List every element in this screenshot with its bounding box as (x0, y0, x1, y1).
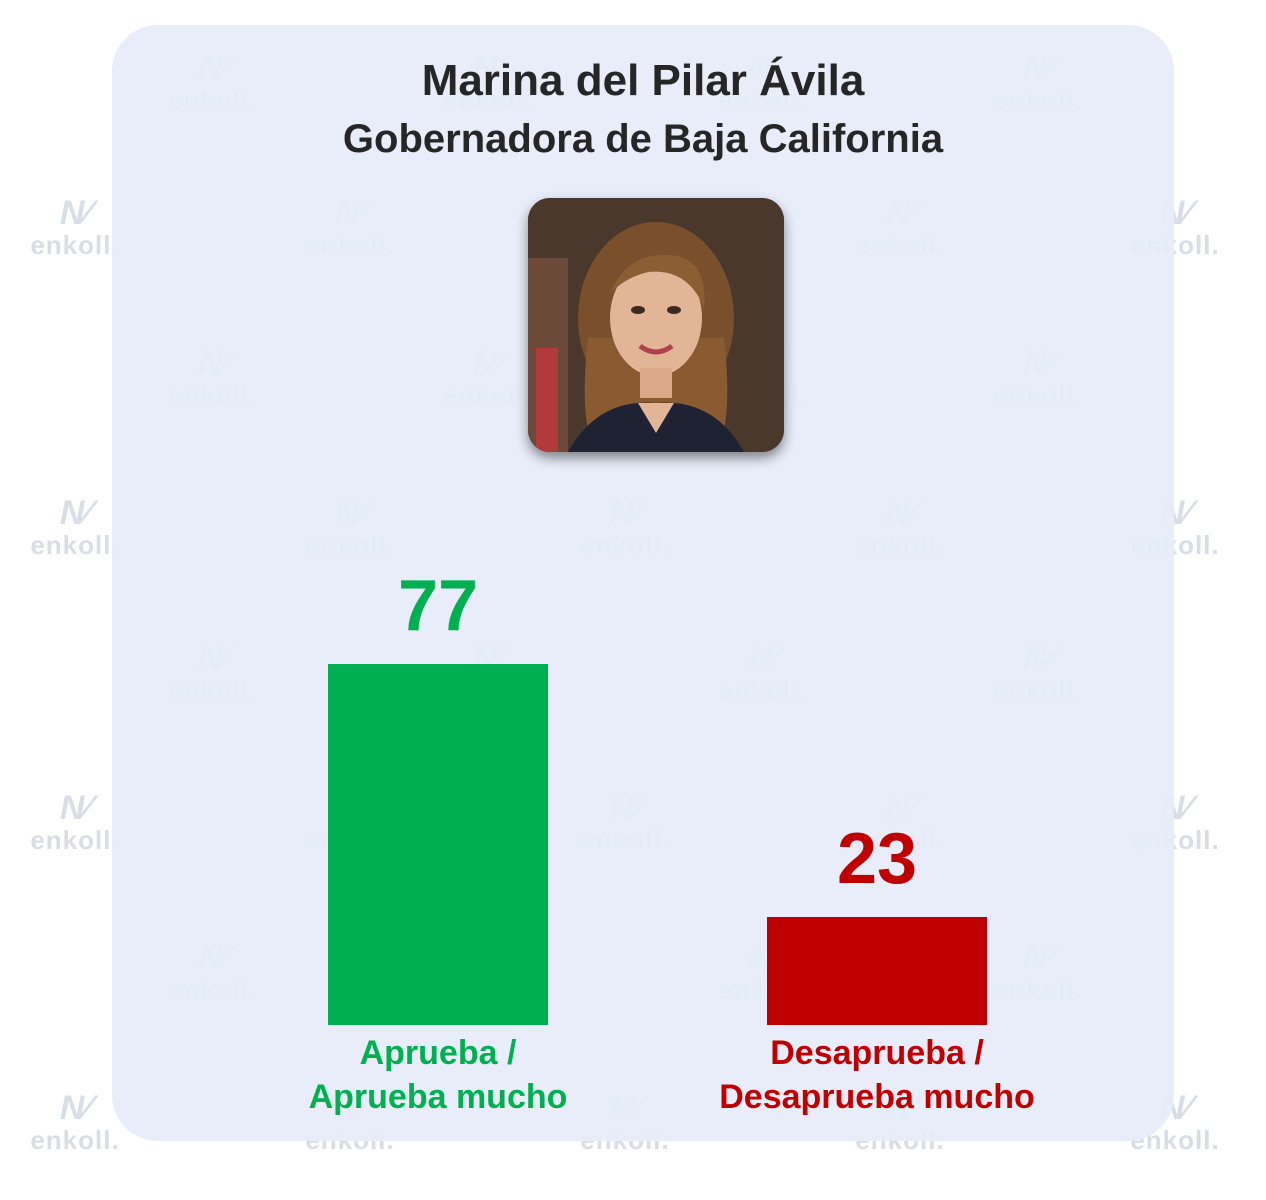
category-label: Aprueba / Aprueba mucho (238, 1031, 638, 1119)
category-label: Desaprueba / Desaprueba mucho (677, 1031, 1077, 1119)
category-label-line: Aprueba mucho (308, 1078, 568, 1116)
portrait-photo (528, 198, 784, 452)
portrait-photo-icon (528, 198, 784, 452)
bar-desaprueba (767, 917, 987, 1025)
chart-title: Marina del Pilar Ávila (421, 56, 865, 105)
bar-value-label: 77 (397, 566, 479, 646)
bar-chart: 77 Aprueba / Aprueba mucho 23 Desaprueba / De… (112, 25, 1174, 1141)
category-label-line: Aprueba / (359, 1034, 517, 1072)
category-label-line: Desaprueba mucho (719, 1078, 1035, 1116)
chart-subtitle: Gobernadora de Baja California (342, 117, 944, 161)
chart-card: Marina del Pilar Ávila Gobernadora de Ba… (112, 25, 1174, 1141)
category-label-line: Desaprueba / (770, 1034, 984, 1072)
bar-value-label: 23 (836, 819, 918, 900)
bar-aprueba (328, 664, 548, 1025)
